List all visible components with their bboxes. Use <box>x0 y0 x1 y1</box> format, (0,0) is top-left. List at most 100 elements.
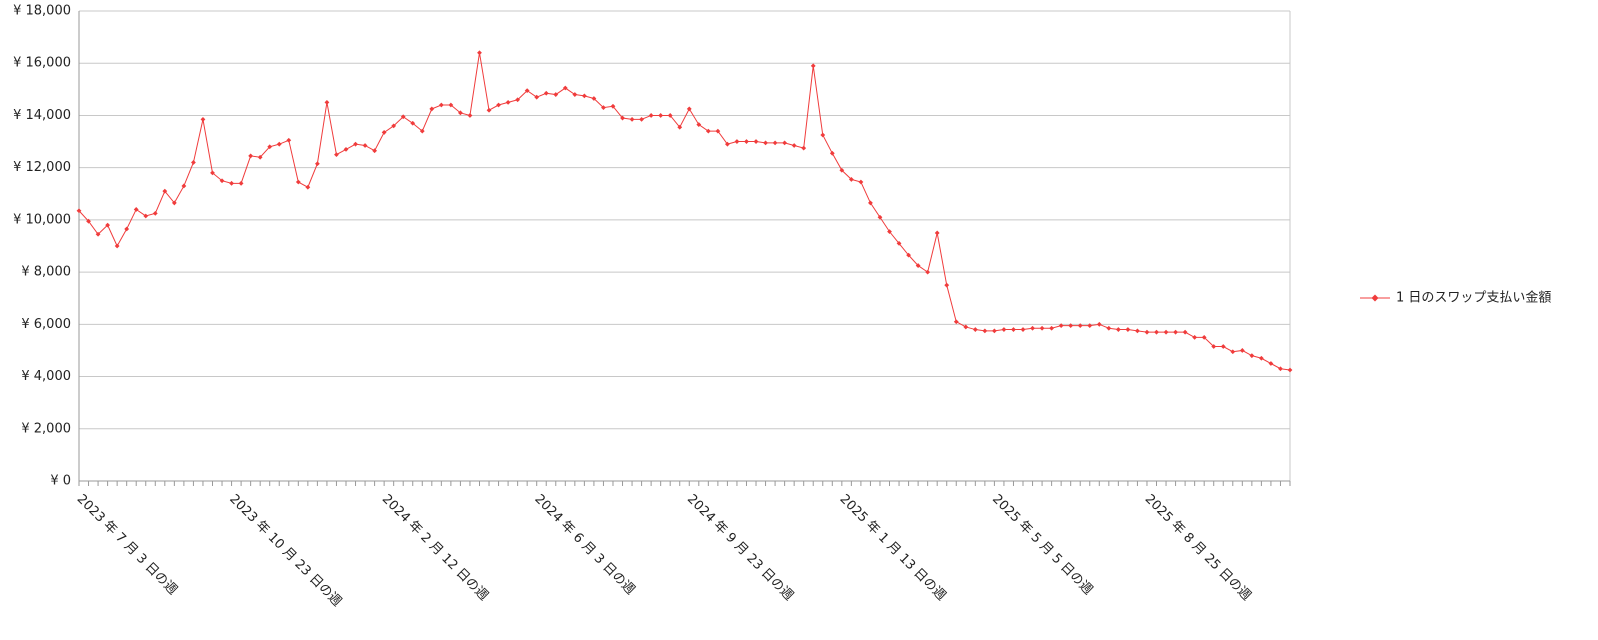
data-point <box>1039 325 1045 331</box>
data-point <box>1173 329 1178 335</box>
data-point <box>181 183 187 189</box>
data-point <box>972 327 978 332</box>
data-point <box>677 124 683 130</box>
data-point <box>629 116 635 122</box>
data-point <box>1049 325 1055 331</box>
data-point <box>486 107 492 113</box>
data-point <box>438 102 444 108</box>
data-point <box>734 139 740 144</box>
data-point <box>772 140 778 146</box>
x-tick-label: 2024 年 2 月 12 日の週 <box>379 492 491 604</box>
data-point <box>686 106 692 112</box>
data-point <box>105 222 111 228</box>
x-tick-label: 2024 年 9 月 23 日の週 <box>684 492 796 604</box>
data-point <box>858 179 864 185</box>
y-tick-label: ¥ 8,000 <box>21 265 71 280</box>
data-point <box>1278 366 1283 372</box>
y-tick-label: ¥ 2,000 <box>21 421 71 436</box>
x-tick-label: 2025 年 1 月 13 日の週 <box>837 492 949 604</box>
data-point <box>1020 327 1026 332</box>
data-point <box>305 184 311 190</box>
data-point <box>143 213 149 219</box>
data-point <box>95 231 101 237</box>
y-tick-label: ¥ 4,000 <box>21 369 71 384</box>
data-point <box>810 63 816 69</box>
data-point <box>353 141 358 147</box>
data-point <box>1182 329 1188 335</box>
data-point <box>1201 334 1207 340</box>
data-point <box>295 179 301 185</box>
data-point <box>839 167 845 173</box>
data-point <box>610 103 616 109</box>
data-point <box>658 113 664 118</box>
data-point <box>801 145 807 151</box>
data-point <box>257 154 263 160</box>
data-point <box>1011 327 1016 332</box>
data-point <box>1030 325 1035 331</box>
data-point <box>86 218 91 224</box>
data-point <box>191 160 196 165</box>
data-point <box>1211 344 1217 349</box>
x-tick-label: 2023 年 10 月 23 日の週 <box>226 492 344 610</box>
data-point <box>1249 353 1255 359</box>
x-tick-label: 2024 年 6 月 3 日の週 <box>531 492 637 598</box>
data-point <box>581 93 587 99</box>
data-point <box>162 188 168 194</box>
data-point <box>171 200 177 206</box>
data-point <box>877 214 883 220</box>
x-tick-label: 2023 年 7 月 3 日の週 <box>74 492 180 598</box>
data-point <box>267 144 273 150</box>
data-point <box>848 177 854 182</box>
data-point <box>1077 323 1083 329</box>
data-point <box>601 105 606 111</box>
data-point <box>620 115 625 121</box>
data-point <box>400 114 406 120</box>
data-point <box>944 282 950 288</box>
data-point <box>992 328 997 334</box>
data-point <box>372 148 377 154</box>
data-point <box>524 88 530 94</box>
data-point <box>334 152 339 158</box>
y-tick-label: ¥ 16,000 <box>13 56 71 71</box>
data-point <box>906 252 911 258</box>
data-point <box>515 97 521 103</box>
data-point <box>114 243 120 249</box>
data-point <box>562 85 568 91</box>
data-point <box>1068 323 1074 329</box>
data-point <box>410 120 416 126</box>
data-point <box>1135 328 1140 334</box>
y-tick-label: ¥ 0 <box>50 474 71 489</box>
data-point <box>1058 323 1064 329</box>
data-point <box>648 113 654 118</box>
y-tick-label: ¥ 6,000 <box>21 317 71 332</box>
data-point <box>553 92 559 97</box>
data-point <box>1154 329 1159 335</box>
data-point <box>276 141 282 147</box>
data-point <box>829 150 835 156</box>
data-point <box>925 269 931 275</box>
data-point <box>219 178 225 184</box>
data-point <box>725 141 730 147</box>
legend-label: 1 日のスワップ支払い金額 <box>1396 290 1551 306</box>
data-point <box>448 102 454 108</box>
data-point <box>505 99 511 105</box>
data-point <box>887 229 892 235</box>
data-point <box>915 263 921 268</box>
data-point <box>1230 349 1236 355</box>
series-line <box>78 52 1291 371</box>
data-point <box>791 143 797 148</box>
data-point <box>868 200 873 206</box>
data-point <box>1239 348 1245 353</box>
data-point <box>381 130 387 135</box>
data-point <box>1268 361 1274 366</box>
data-point <box>467 113 473 118</box>
data-point <box>782 140 788 146</box>
data-point <box>124 226 130 232</box>
data-point <box>896 240 902 246</box>
data-point <box>362 143 368 148</box>
data-point <box>667 113 673 118</box>
data-point <box>953 319 959 325</box>
data-point <box>286 137 292 143</box>
data-point <box>1220 344 1226 349</box>
data-point <box>1115 327 1121 332</box>
